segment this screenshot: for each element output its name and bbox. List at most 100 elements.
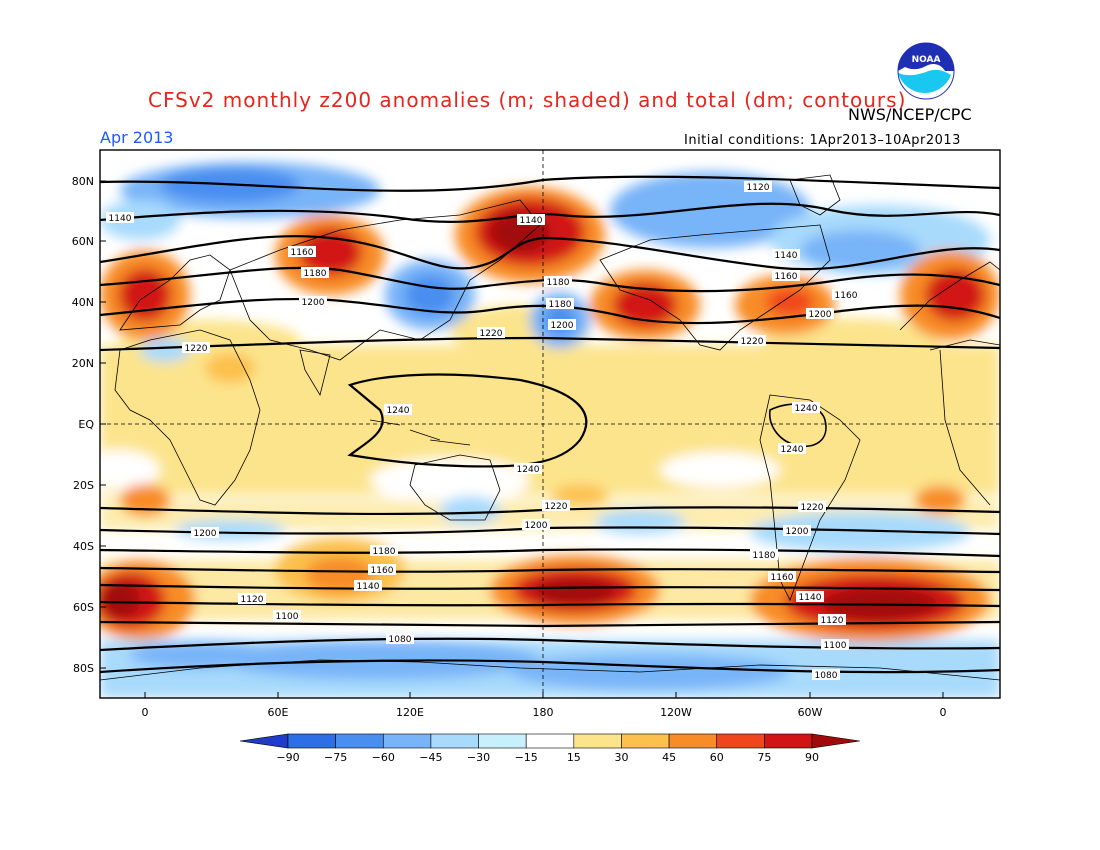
contour-label: 1220 [801, 503, 824, 513]
contour-label-bg [548, 319, 576, 330]
contour-label: 1100 [276, 612, 299, 622]
contour-label-bg [818, 614, 846, 625]
contour-label-bg [386, 633, 414, 644]
contour-label: 1160 [771, 573, 794, 583]
contour-label-bg [354, 580, 382, 591]
contour-label: 1140 [520, 216, 543, 226]
contour-label: 1220 [185, 344, 208, 354]
colorbar-swatch [430, 733, 479, 749]
lon-label: 0 [940, 706, 947, 719]
month-label: Apr 2013 [100, 128, 174, 147]
contour-label-bg [301, 267, 329, 278]
colorbar-tick-label: 75 [757, 751, 771, 764]
contour-label-bg [783, 525, 811, 536]
contour-label-bg [738, 335, 766, 346]
contour-label: 1240 [781, 445, 804, 455]
contour-label-bg [517, 214, 545, 225]
colorbar-swatch [525, 733, 575, 749]
contour-label-bg [299, 296, 327, 307]
contour-label: 1140 [799, 593, 822, 603]
contour-label: 1160 [775, 272, 798, 282]
lon-label: 180 [533, 706, 554, 719]
colorbar-tick-label: 45 [662, 751, 676, 764]
contour-label: 1200 [786, 527, 809, 537]
contour-label: 1220 [480, 329, 503, 339]
contour-label: 1240 [387, 406, 410, 416]
colorbar-labels: −90 −75 −60 −45 −30 −15 15 30 45 60 75 90 [276, 751, 819, 764]
colorbar-tick-label: −30 [467, 751, 490, 764]
contour-label: 1080 [389, 635, 412, 645]
contour-label: 1200 [551, 321, 574, 331]
lat-label: EQ [78, 418, 94, 431]
contour-label-bg [772, 270, 800, 281]
initial-conditions-label: Initial conditions: 1Apr2013–10Apr2013 [684, 133, 961, 148]
lat-label: 20S [73, 479, 94, 492]
contour-label-bg [750, 549, 778, 560]
contour-label: 1160 [835, 291, 858, 301]
contour-label: 1180 [547, 278, 570, 288]
contour-label: 1240 [795, 404, 818, 414]
contour-label: 1200 [302, 298, 325, 308]
colorbar-swatch [573, 733, 622, 749]
lat-label: 40S [73, 540, 94, 553]
contour-label-bg [273, 610, 301, 621]
contour-label: 1140 [775, 251, 798, 261]
contour-label: 1180 [549, 300, 572, 310]
colorbar-swatch [287, 733, 336, 749]
lat-label: 80S [73, 662, 94, 675]
contour-label-bg [546, 298, 574, 309]
lon-label: 120E [396, 706, 424, 719]
colorbar-tick-label: −75 [324, 751, 347, 764]
contour-label: 1240 [517, 465, 540, 475]
contour-label: 1140 [109, 214, 132, 224]
contour-label: 1160 [371, 566, 394, 576]
lat-label: 80N [72, 175, 94, 188]
contour-label: 1200 [809, 310, 832, 320]
contour-label-bg [544, 276, 572, 287]
colorbar-tick-label: 90 [805, 751, 819, 764]
colorbar-swatch [478, 733, 527, 749]
lon-label: 60W [798, 706, 823, 719]
colorbar-swatch [621, 733, 670, 749]
contour-label-bg [514, 463, 542, 474]
lat-labels: 80N 60N 40N 20N EQ 20S 40S 60S 80S [72, 175, 95, 675]
contour-label: 1180 [304, 269, 327, 279]
reference-lines [100, 150, 1000, 698]
contour-label: 1120 [747, 183, 770, 193]
lon-labels: 0 60E 120E 180 120W 60W 0 [142, 706, 947, 719]
lat-label: 60S [73, 601, 94, 614]
lat-label: 20N [72, 357, 94, 370]
contour-label-bg [806, 308, 834, 319]
contour-label-bg [542, 500, 570, 511]
contour-label: 1180 [373, 547, 396, 557]
colorbar-swatch [382, 733, 432, 749]
colorbar-tick-label: 60 [710, 751, 724, 764]
contour-label-bg [821, 639, 849, 650]
contour-label: 1100 [824, 641, 847, 651]
contour-label: 1120 [821, 616, 844, 626]
contour-label-bg [768, 571, 796, 582]
lon-label: 120W [660, 706, 692, 719]
colorbar-tick-label: −15 [515, 751, 538, 764]
lon-label: 60E [268, 706, 289, 719]
colorbar-min-arrow [239, 733, 289, 749]
colorbar-tick-label: −60 [372, 751, 395, 764]
lat-label: 40N [72, 296, 94, 309]
contour-label-bg [182, 342, 210, 353]
colorbar-tick-label: 15 [567, 751, 581, 764]
contour-label: 1200 [525, 521, 548, 531]
contour-label-bg [191, 527, 219, 538]
contour-label: 1220 [545, 502, 568, 512]
contour-label-bg [522, 519, 550, 530]
axis-ticks [100, 180, 944, 698]
contour-label: 1080 [815, 671, 838, 681]
colorbar-swatch [764, 733, 813, 749]
contour-label-bg [368, 564, 396, 575]
contour-label-bg [744, 181, 772, 192]
contour-label: 1120 [241, 595, 264, 605]
colorbar-swatch [668, 733, 718, 749]
contour-label-bg [792, 402, 820, 413]
figure-title: CFSv2 monthly z200 anomalies (m; shaded)… [148, 88, 907, 112]
logo-text: NOAA [912, 55, 941, 65]
